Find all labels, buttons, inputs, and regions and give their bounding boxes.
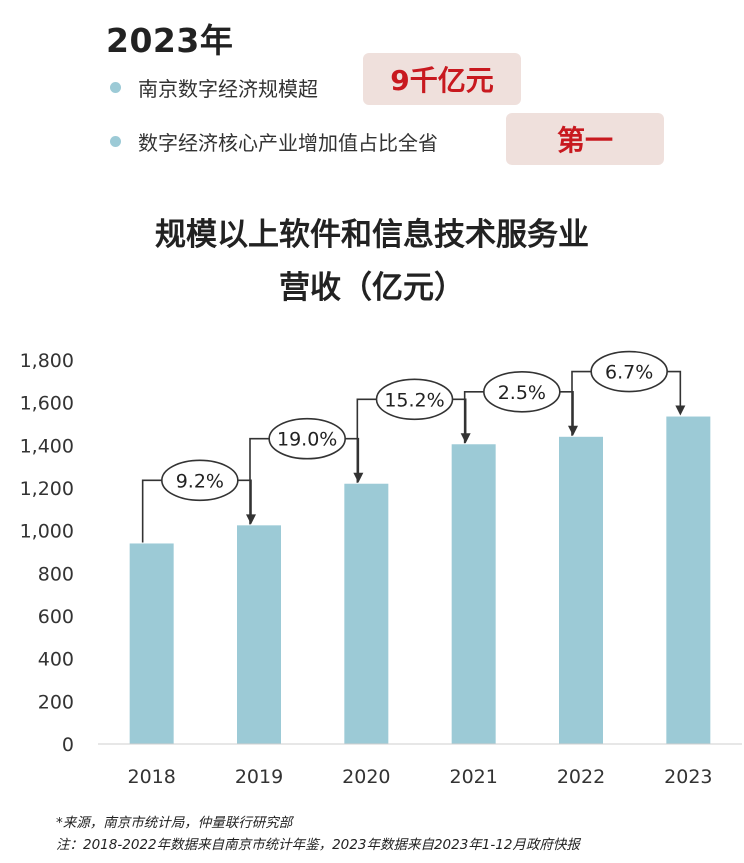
x-tick-label: 2023 <box>664 766 712 788</box>
chart-title-line2: 营收（亿元） <box>279 270 465 306</box>
x-tick-label: 2019 <box>235 766 283 788</box>
growth-label-oval <box>268 417 346 460</box>
growth-label-oval <box>161 459 239 502</box>
bar <box>666 416 711 744</box>
growth-label: 19.0% <box>277 429 337 451</box>
highlight-text-1: 南京数字经济规模超 <box>138 77 318 101</box>
arrow-head-icon <box>246 514 256 525</box>
growth-label: 2.5% <box>498 382 546 404</box>
arrow-head-icon <box>353 472 364 483</box>
highlight-badge-2: 第一 <box>506 113 664 165</box>
arrow-head-icon <box>675 405 686 416</box>
growth-label-oval <box>375 378 454 421</box>
bar <box>129 543 174 744</box>
x-tick-label: 2022 <box>557 766 605 788</box>
bar <box>237 525 281 744</box>
growth-label: 6.7% <box>605 362 653 384</box>
highlight-badge-1: 9千亿元 <box>363 53 521 105</box>
y-tick-label: 0 <box>62 734 74 756</box>
bar <box>344 483 389 744</box>
arrow-head-icon <box>568 425 578 436</box>
y-tick-label: 800 <box>38 563 74 585</box>
y-tick-label: 1,600 <box>20 393 74 415</box>
arrow-head-icon <box>460 433 471 444</box>
bar-chart: 0 200 400 600 800 1,000 1,200 1,400 1,600 1,800 20… <box>20 350 742 788</box>
growth-label-oval <box>590 350 668 393</box>
y-tick-label: 1,400 <box>20 435 74 457</box>
growth-label: 9.2% <box>176 470 224 492</box>
y-tick-label: 1,000 <box>20 521 74 543</box>
bullet-dot-icon <box>110 136 121 147</box>
bullet-dot-icon <box>110 82 121 93</box>
highlight-text-2: 数字经济核心产业增加值占比全省 <box>138 131 438 155</box>
y-tick-label: 1,200 <box>20 478 74 500</box>
x-tick-label: 2018 <box>127 766 175 788</box>
bar <box>451 444 496 744</box>
year-heading: 2023年 <box>106 21 234 60</box>
y-tick-label: 200 <box>38 691 74 713</box>
footnote-note: 注：2018-2022年数据来自南京市统计年鉴，2023年数据来自2023年1-… <box>56 837 580 853</box>
chart-title-line1: 规模以上软件和信息技术服务业 <box>155 217 589 253</box>
footnote-source: *来源，南京市统计局，仲量联行研究部 <box>56 815 293 831</box>
growth-label: 15.2% <box>384 389 444 411</box>
x-tick-label: 2021 <box>449 766 497 788</box>
growth-label-oval <box>483 370 561 413</box>
x-tick-label: 2020 <box>342 766 390 788</box>
y-tick-label: 1,800 <box>20 350 74 372</box>
y-tick-label: 400 <box>38 649 74 671</box>
y-tick-label: 600 <box>38 606 74 628</box>
bar <box>559 436 603 744</box>
